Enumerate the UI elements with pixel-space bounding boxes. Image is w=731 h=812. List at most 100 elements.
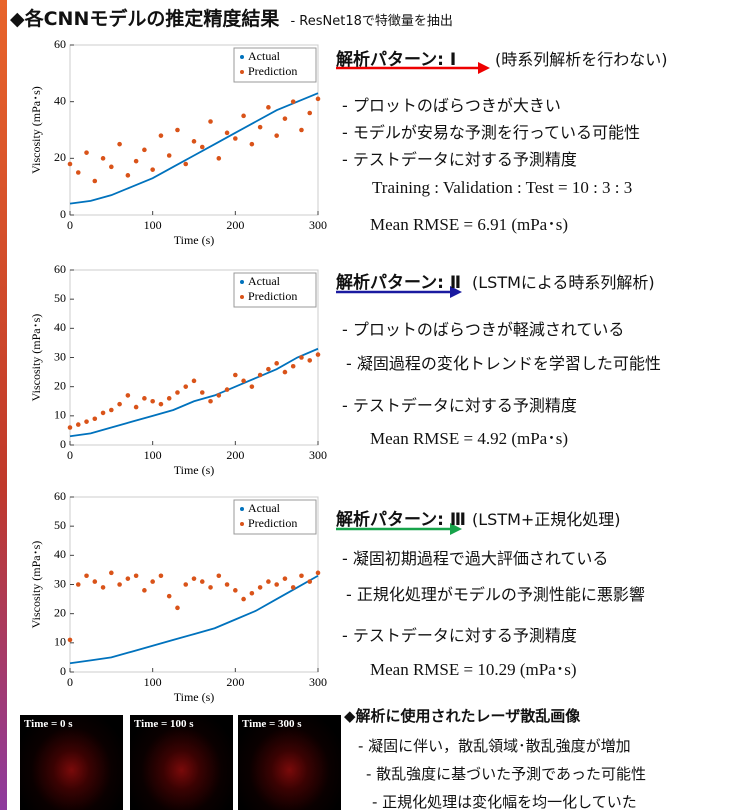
prediction-point [291, 99, 296, 104]
bullet: - 凝固に伴い，散乱領域･散乱強度が増加 [358, 735, 631, 756]
detail: Mean RMSE = 10.29 (mPa･s) [370, 655, 577, 680]
prediction-point [258, 585, 263, 590]
slide: {"header":{"title":"◆各CNNモデルの推定精度結果","su… [0, 0, 731, 810]
prediction-point [291, 364, 296, 369]
legend-label: Actual [248, 501, 281, 515]
prediction-point [93, 179, 98, 184]
x-tick-label: 200 [226, 448, 244, 462]
x-tick-label: 0 [67, 448, 73, 462]
x-tick-label: 300 [309, 448, 327, 462]
prediction-point [167, 594, 172, 599]
prediction-point [299, 355, 304, 360]
legend-marker [240, 70, 244, 74]
prediction-point [208, 399, 213, 404]
actual-line [70, 93, 318, 204]
prediction-point [192, 139, 197, 144]
prediction-point [109, 165, 114, 170]
prediction-point [274, 582, 279, 587]
prediction-point [183, 384, 188, 389]
y-tick-label: 20 [54, 378, 66, 392]
prediction-point [217, 573, 222, 578]
prediction-point [150, 399, 155, 404]
legend-label: Actual [248, 49, 281, 63]
detail: Mean RMSE = 6.91 (mPa･s) [370, 210, 568, 235]
prediction-point [68, 425, 73, 430]
prediction-point [134, 159, 139, 164]
y-tick-label: 30 [54, 576, 66, 590]
y-tick-label: 0 [60, 437, 66, 451]
actual-line [70, 576, 318, 664]
prediction-point [266, 367, 271, 372]
y-tick-label: 50 [54, 518, 66, 532]
prediction-point [101, 411, 106, 416]
y-tick-label: 20 [54, 605, 66, 619]
bullet: - 凝固初期過程で過大評価されている [342, 545, 608, 569]
prediction-point [250, 384, 255, 389]
y-tick-label: 0 [60, 207, 66, 221]
detail: Mean RMSE = 4.92 (mPa･s) [370, 424, 568, 449]
prediction-point [299, 573, 304, 578]
bullet: - プロットのばらつきが軽減されている [342, 316, 624, 340]
prediction-point [316, 352, 321, 357]
prediction-point [134, 405, 139, 410]
y-tick-label: 50 [54, 291, 66, 305]
prediction-point [117, 142, 122, 147]
legend-label: Prediction [248, 64, 297, 78]
prediction-point [68, 162, 73, 167]
y-tick-label: 20 [54, 150, 66, 164]
scatter-image: Time = 300 s [238, 715, 341, 810]
prediction-point [241, 379, 246, 384]
y-axis-label: Viscosity (mPa･s) [29, 541, 43, 629]
prediction-point [266, 579, 271, 584]
prediction-point [68, 638, 73, 643]
prediction-point [217, 156, 222, 161]
prediction-point [208, 119, 213, 124]
prediction-point [291, 585, 296, 590]
y-tick-label: 60 [54, 37, 66, 51]
prediction-point [258, 373, 263, 378]
heading: 解析パターン: Ⅲ [336, 505, 466, 530]
prediction-point [175, 128, 180, 133]
bullet: - テストデータに対する予測精度 [342, 622, 577, 646]
bullet: - プロットのばらつきが大きい [342, 92, 561, 116]
heading: ◆解析に使用されたレーザ散乱画像 [344, 705, 580, 726]
prediction-point [142, 396, 147, 401]
note: (時系列解析を行わない) [495, 46, 668, 70]
x-tick-label: 300 [309, 218, 327, 232]
y-tick-label: 40 [54, 320, 66, 334]
prediction-point [175, 390, 180, 395]
x-tick-label: 100 [144, 218, 162, 232]
prediction-point [159, 402, 164, 407]
prediction-point [150, 579, 155, 584]
prediction-point [126, 393, 131, 398]
legend-label: Actual [248, 274, 281, 288]
prediction-point [109, 408, 114, 413]
scatter-image: Time = 100 s [130, 715, 233, 810]
prediction-point [84, 150, 89, 155]
x-tick-label: 0 [67, 218, 73, 232]
prediction-point [307, 579, 312, 584]
prediction-point [225, 387, 230, 392]
prediction-point [101, 156, 106, 161]
bullet: - 正規化処理は変化幅を均一化していた [372, 791, 637, 812]
bullet: - テストデータに対する予測精度 [342, 392, 577, 416]
prediction-point [84, 419, 89, 424]
prediction-point [192, 379, 197, 384]
prediction-point [299, 128, 304, 133]
prediction-point [101, 585, 106, 590]
prediction-point [93, 416, 98, 421]
prediction-point [76, 170, 81, 175]
prediction-point [274, 133, 279, 138]
y-tick-label: 40 [54, 547, 66, 561]
prediction-point [183, 162, 188, 167]
prediction-point [93, 579, 98, 584]
arrow-head [478, 62, 490, 74]
prediction-point [117, 582, 122, 587]
legend-label: Prediction [248, 516, 297, 530]
legend-marker [240, 507, 244, 511]
y-tick-label: 60 [54, 489, 66, 503]
prediction-point [307, 358, 312, 363]
prediction-point [76, 422, 81, 427]
bullet: - 散乱強度に基づいた予測であった可能性 [366, 763, 646, 784]
image-label: Time = 0 s [24, 718, 73, 730]
